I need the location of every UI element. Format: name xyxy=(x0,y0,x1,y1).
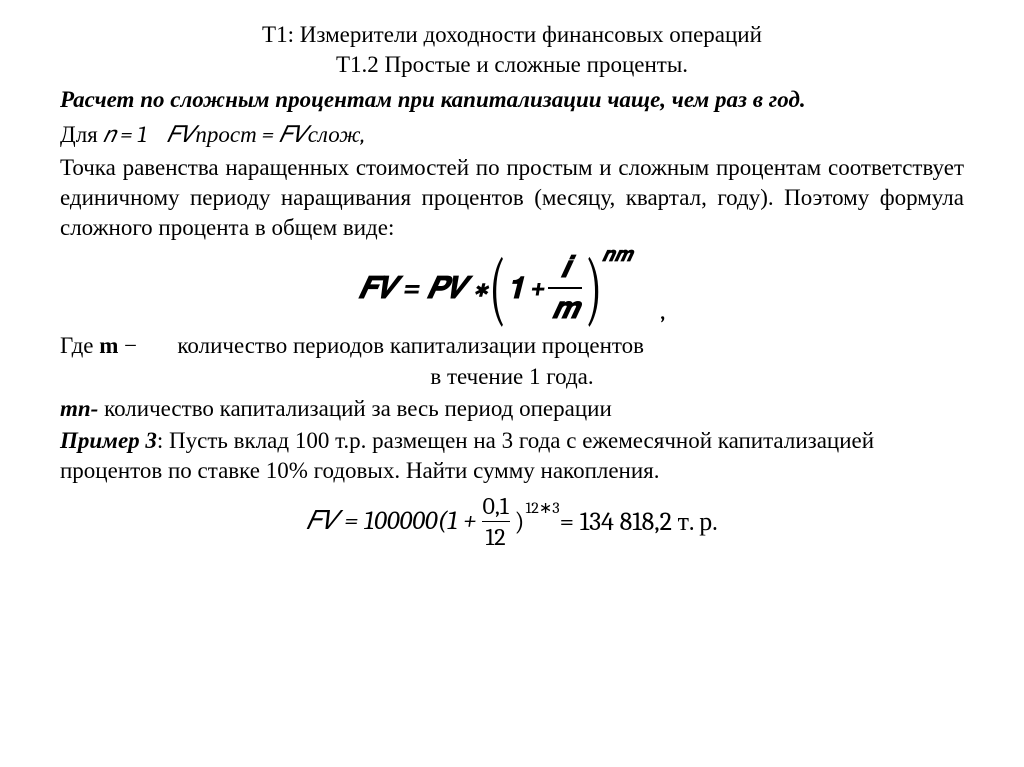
f2-denominator: 12 xyxy=(482,521,510,551)
formula-one: 𝟏 + xyxy=(507,271,546,306)
doc-title-1: Т1: Измерители доходности финансовых опе… xyxy=(60,20,964,50)
where-prefix: Где xyxy=(60,333,99,358)
eq-fv: 𝐹𝑉прост = 𝐹𝑉слож, xyxy=(167,121,365,148)
formula-comma: , xyxy=(660,296,665,326)
formula-lhs: 𝑭𝑽 = 𝑷𝑽 ∗ xyxy=(359,271,488,306)
frac-numerator: 𝒊 xyxy=(557,250,573,287)
mn-var: mn- xyxy=(60,396,98,421)
example-text: : Пусть вклад 100 т.р. размещен на 3 год… xyxy=(60,428,874,483)
where-dash: − xyxy=(118,333,137,358)
where-line-1: Где m − количество периодов капитализаци… xyxy=(60,330,964,361)
example-paragraph: Пример 3: Пусть вклад 100 т.р. размещен … xyxy=(60,426,964,486)
f2-rparen: ) xyxy=(515,507,525,537)
inline-equation-n1: Для 𝑛 = 1 𝐹𝑉прост = 𝐹𝑉слож, xyxy=(60,119,964,151)
eq-prefix: Для xyxy=(60,121,103,148)
paragraph-1: Точка равенства наращенных стоимостей по… xyxy=(60,153,964,243)
f2-fraction: 0,1 12 xyxy=(479,492,513,551)
formula-fraction: 𝒊 𝒎 xyxy=(548,250,583,326)
f2-exponent: 12∗3 xyxy=(525,498,559,517)
main-formula: 𝑭𝑽 = 𝑷𝑽 ∗ ( 𝟏 + 𝒊 𝒎 ) 𝒏𝒎 , xyxy=(60,250,964,326)
frac-denominator: 𝒎 xyxy=(548,287,583,326)
f2-numerator: 0,1 xyxy=(479,492,513,521)
doc-title-2: Т1.2 Простые и сложные проценты. xyxy=(60,50,964,80)
example-formula: 𝐹𝑉 = 100000(1 + 0,1 12 )12∗3 = 134 818,2… xyxy=(60,492,964,551)
where-m: m xyxy=(99,333,118,358)
f2-lhs: 𝐹𝑉 = 100000(1 + xyxy=(306,506,476,537)
left-paren: ( xyxy=(489,256,506,322)
eq-n1: 𝑛 = 1 xyxy=(103,121,147,148)
mn-line: mn- количество капитализаций за весь пер… xyxy=(60,394,964,424)
where-rest: количество периодов капитализации процен… xyxy=(177,333,644,358)
mn-rest: количество капитализаций за весь период … xyxy=(98,396,611,421)
example-label: Пример 3 xyxy=(60,428,157,453)
f2-rhs: = 134 818,2 т. р. xyxy=(560,507,718,537)
section-heading: Расчет по сложным процентам при капитали… xyxy=(60,86,964,115)
formula-exponent: 𝒏𝒎 xyxy=(602,243,632,266)
right-paren: ) xyxy=(586,256,603,322)
where-line-2: в течение 1 года. xyxy=(60,361,964,392)
